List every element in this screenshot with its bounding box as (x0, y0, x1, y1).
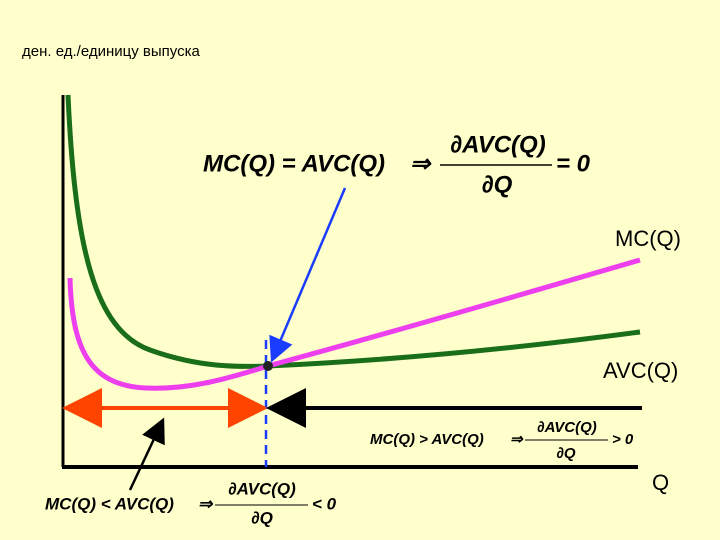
result: < 0 (312, 494, 337, 513)
implies: ⇒ (410, 150, 432, 177)
formula: MC(Q) = AVC(Q) ⇒ ∂AVC(Q) ∂Q = 0 (203, 131, 591, 198)
pointer-arrow (269, 187, 347, 363)
intersection-point (263, 361, 273, 371)
condition: MC(Q) > AVC(Q) (370, 431, 484, 448)
denominator: ∂Q (482, 171, 513, 198)
avc-curve (65, 94, 641, 369)
pointer-arrow (128, 417, 165, 491)
avc-label: AVC(Q) (603, 358, 678, 383)
numerator: ∂AVC(Q) (537, 419, 597, 436)
formula: MC(Q) < AVC(Q) ⇒ ∂AVC(Q) ∂Q < 0 (45, 479, 337, 527)
condition: MC(Q) = AVC(Q) (203, 150, 385, 177)
x-label: Q (652, 470, 669, 495)
axis-label: ден. ед./единицу выпуска (22, 43, 200, 60)
numerator: ∂AVC(Q) (228, 479, 296, 498)
result: > 0 (612, 431, 634, 448)
mc-label: MC(Q) (615, 226, 681, 251)
formula: MC(Q) > AVC(Q) ⇒ ∂AVC(Q) ∂Q > 0 (370, 419, 634, 462)
denominator: ∂Q (556, 445, 575, 462)
condition: MC(Q) < AVC(Q) (45, 494, 174, 513)
implies: ⇒ (510, 431, 524, 448)
denominator: ∂Q (251, 508, 273, 527)
numerator: ∂AVC(Q) (450, 131, 545, 158)
result: = 0 (556, 150, 591, 177)
implies: ⇒ (198, 494, 214, 513)
mc-curve (67, 257, 641, 391)
